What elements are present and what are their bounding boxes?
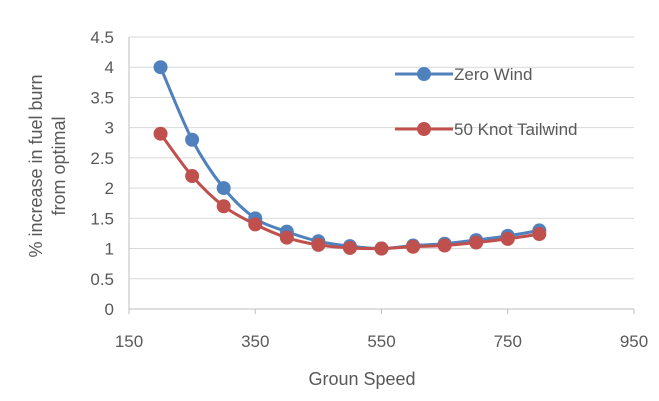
data-point-50-knot-tailwind-550 [374,241,389,256]
y-tick-label: 4 [105,58,114,77]
x-tick-label: 350 [241,332,269,351]
legend-marker-50-knot-tailwind [417,122,431,136]
y-tick-label: 2.5 [90,149,114,168]
data-point-50-knot-tailwind-400 [279,230,294,245]
y-tick-label: 3.5 [90,88,114,107]
data-point-50-knot-tailwind-350 [248,217,263,232]
y-axis-title-line-2: from optimal [49,116,69,215]
x-axis-title: Groun Speed [308,369,415,389]
x-axis-ticks: 150 350 550 750 950 [115,309,648,351]
data-point-50-knot-tailwind-650 [437,238,452,253]
y-tick-label: 0 [105,300,114,319]
data-point-zero-wind-200 [153,60,168,75]
y-tick-label: 3 [105,119,114,138]
data-point-50-knot-tailwind-750 [500,231,515,246]
y-tick-label: 1.5 [90,209,114,228]
legend-label-50-knot-tailwind: 50 Knot Tailwind [454,120,578,139]
legend-item-zero-wind: Zero Wind [395,65,532,84]
y-tick-label: 0.5 [90,270,114,289]
y-axis-title-line-1: % increase in fuel burn [26,74,46,257]
y-axis-title: % increase in fuel burn from optimal [26,74,69,257]
x-tick-label: 950 [620,332,648,351]
data-point-50-knot-tailwind-700 [469,235,484,250]
y-axis-ticks: 0 0.5 1 1.5 2 2.5 3 3.5 4 4.5 [90,28,114,319]
y-tick-label: 2 [105,179,114,198]
gridlines [129,36,634,280]
x-tick-label: 150 [115,332,143,351]
data-point-50-knot-tailwind-500 [342,240,357,255]
legend-label-zero-wind: Zero Wind [454,65,532,84]
data-point-zero-wind-250 [185,132,200,147]
legend: Zero Wind 50 Knot Tailwind [395,65,578,139]
data-point-50-knot-tailwind-300 [216,199,231,214]
series-50-knot-tailwind [153,126,547,256]
legend-item-50-knot-tailwind: 50 Knot Tailwind [395,120,578,139]
y-tick-label: 4.5 [90,28,114,47]
x-tick-label: 550 [367,332,395,351]
legend-marker-zero-wind [417,67,431,81]
data-point-zero-wind-300 [216,181,231,196]
series [153,60,547,256]
data-point-50-knot-tailwind-200 [153,126,168,141]
y-tick-label: 1 [105,240,114,259]
data-point-50-knot-tailwind-800 [532,227,547,242]
data-point-50-knot-tailwind-250 [185,169,200,184]
data-point-50-knot-tailwind-450 [311,237,326,252]
data-point-50-knot-tailwind-600 [406,239,421,254]
x-tick-label: 750 [494,332,522,351]
